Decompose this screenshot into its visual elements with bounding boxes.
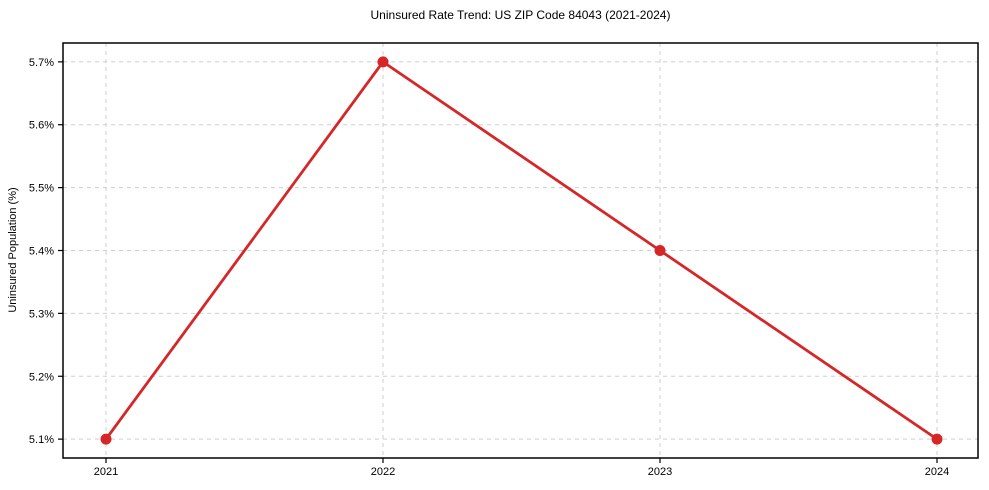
data-point-marker	[100, 433, 112, 445]
y-tick-label: 5.2%	[29, 371, 54, 383]
y-tick-label: 5.1%	[29, 434, 54, 446]
x-tick-label: 2021	[94, 466, 118, 478]
y-axis-label: Uninsured Population (%)	[7, 187, 19, 313]
y-tick-label: 5.4%	[29, 246, 54, 258]
y-tick-label: 5.7%	[29, 57, 54, 69]
x-tick-label: 2023	[648, 466, 672, 478]
y-tick-label: 5.6%	[29, 120, 54, 132]
chart-title: Uninsured Rate Trend: US ZIP Code 84043 …	[370, 8, 671, 22]
x-tick-label: 2022	[371, 466, 395, 478]
data-point-marker	[931, 433, 943, 445]
series-line	[104, 60, 939, 441]
data-point-marker	[654, 245, 666, 256]
data-point-marker	[377, 56, 389, 68]
x-tick-label: 2024	[925, 466, 949, 478]
y-tick-label: 5.3%	[29, 308, 54, 320]
y-tick-label: 5.5%	[29, 183, 54, 195]
